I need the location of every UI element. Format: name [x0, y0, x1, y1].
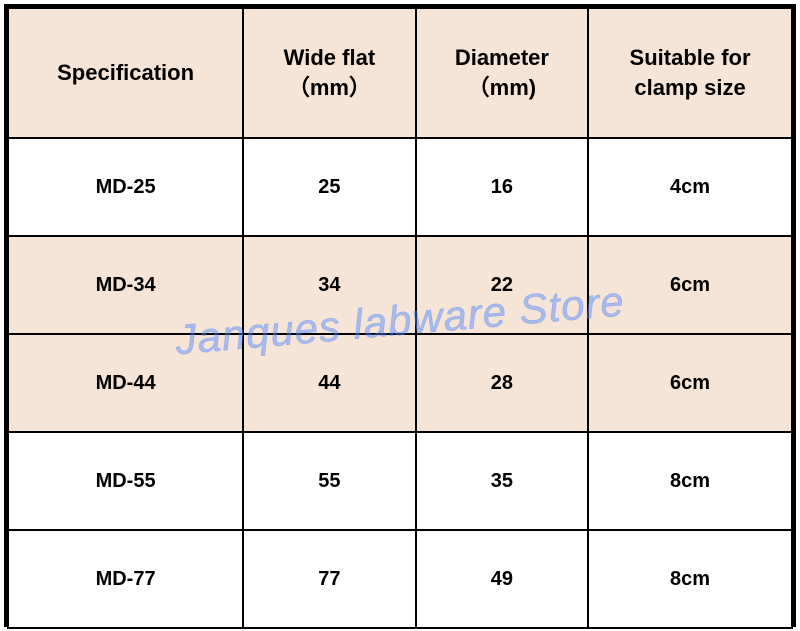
- col-header-diameter: Diameter （mm): [416, 8, 588, 138]
- header-title: Suitable for: [630, 45, 751, 70]
- header-sub: （mm): [423, 73, 581, 103]
- col-header-specification: Specification: [8, 8, 243, 138]
- cell-clamp: 8cm: [588, 432, 792, 530]
- header-sub: （mm）: [250, 73, 408, 103]
- table-row: MD-77 77 49 8cm: [8, 530, 792, 628]
- cell-clamp: 6cm: [588, 236, 792, 334]
- cell-spec: MD-25: [8, 138, 243, 236]
- cell-diameter: 49: [416, 530, 588, 628]
- cell-wideflat: 25: [243, 138, 415, 236]
- header-title: Wide flat: [284, 45, 375, 70]
- col-header-wide-flat: Wide flat （mm）: [243, 8, 415, 138]
- cell-spec: MD-55: [8, 432, 243, 530]
- cell-clamp: 6cm: [588, 334, 792, 432]
- table-row: MD-25 25 16 4cm: [8, 138, 792, 236]
- table-row: MD-55 55 35 8cm: [8, 432, 792, 530]
- cell-clamp: 4cm: [588, 138, 792, 236]
- table-row: MD-44 44 28 6cm: [8, 334, 792, 432]
- cell-clamp: 8cm: [588, 530, 792, 628]
- cell-diameter: 22: [416, 236, 588, 334]
- spec-table: Specification Wide flat （mm） Diameter （m…: [7, 7, 793, 629]
- cell-wideflat: 34: [243, 236, 415, 334]
- cell-diameter: 35: [416, 432, 588, 530]
- header-title: Diameter: [455, 45, 549, 70]
- header-sub: clamp size: [595, 73, 785, 103]
- header-row: Specification Wide flat （mm） Diameter （m…: [8, 8, 792, 138]
- cell-diameter: 28: [416, 334, 588, 432]
- col-header-clamp-size: Suitable for clamp size: [588, 8, 792, 138]
- cell-wideflat: 77: [243, 530, 415, 628]
- header-title: Specification: [57, 60, 194, 85]
- table-row: MD-34 34 22 6cm: [8, 236, 792, 334]
- cell-wideflat: 44: [243, 334, 415, 432]
- cell-wideflat: 55: [243, 432, 415, 530]
- table-frame: Specification Wide flat （mm） Diameter （m…: [4, 4, 796, 627]
- cell-diameter: 16: [416, 138, 588, 236]
- cell-spec: MD-44: [8, 334, 243, 432]
- cell-spec: MD-34: [8, 236, 243, 334]
- cell-spec: MD-77: [8, 530, 243, 628]
